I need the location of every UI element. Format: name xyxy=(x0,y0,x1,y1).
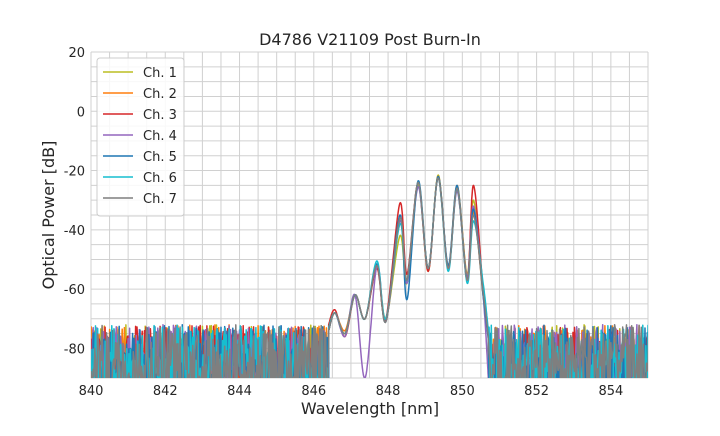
legend-label: Ch. 1 xyxy=(143,66,177,81)
y-tick-label: -20 xyxy=(64,165,85,180)
legend-label: Ch. 7 xyxy=(143,192,177,207)
x-tick-label: 840 xyxy=(79,384,104,399)
series-group xyxy=(91,174,648,378)
y-tick-label: -80 xyxy=(64,342,85,357)
x-tick-label: 850 xyxy=(450,384,475,399)
legend-label: Ch. 2 xyxy=(143,87,177,102)
y-tick-label: 20 xyxy=(68,46,85,61)
x-axis-label: Wavelength [nm] xyxy=(301,399,439,418)
tick-labels: 840 842 844 846 848 850 852 854 -80 -60 -40 -20 0 20 xyxy=(64,46,624,399)
legend-label: Ch. 3 xyxy=(143,108,177,123)
series-line-ch7 xyxy=(91,177,648,378)
legend-label: Ch. 5 xyxy=(143,150,177,165)
series-line-ch6 xyxy=(91,177,648,378)
x-tick-label: 842 xyxy=(153,384,178,399)
x-tick-label: 844 xyxy=(227,384,252,399)
x-tick-label: 848 xyxy=(376,384,401,399)
legend-label: Ch. 6 xyxy=(143,171,177,186)
y-axis-label: Optical Power [dB] xyxy=(39,141,58,290)
x-tick-label: 846 xyxy=(301,384,326,399)
y-tick-label: -60 xyxy=(64,283,85,298)
chart-title: D4786 V21109 Post Burn-In xyxy=(259,30,481,49)
y-tick-label: 0 xyxy=(77,105,85,120)
x-tick-label: 852 xyxy=(524,384,549,399)
legend: Ch. 1 Ch. 2 Ch. 3 Ch. 4 Ch. 5 Ch. 6 Ch. 7 xyxy=(96,57,185,217)
legend-label: Ch. 4 xyxy=(143,129,177,144)
x-tick-label: 854 xyxy=(598,384,623,399)
y-tick-label: -40 xyxy=(64,224,85,239)
